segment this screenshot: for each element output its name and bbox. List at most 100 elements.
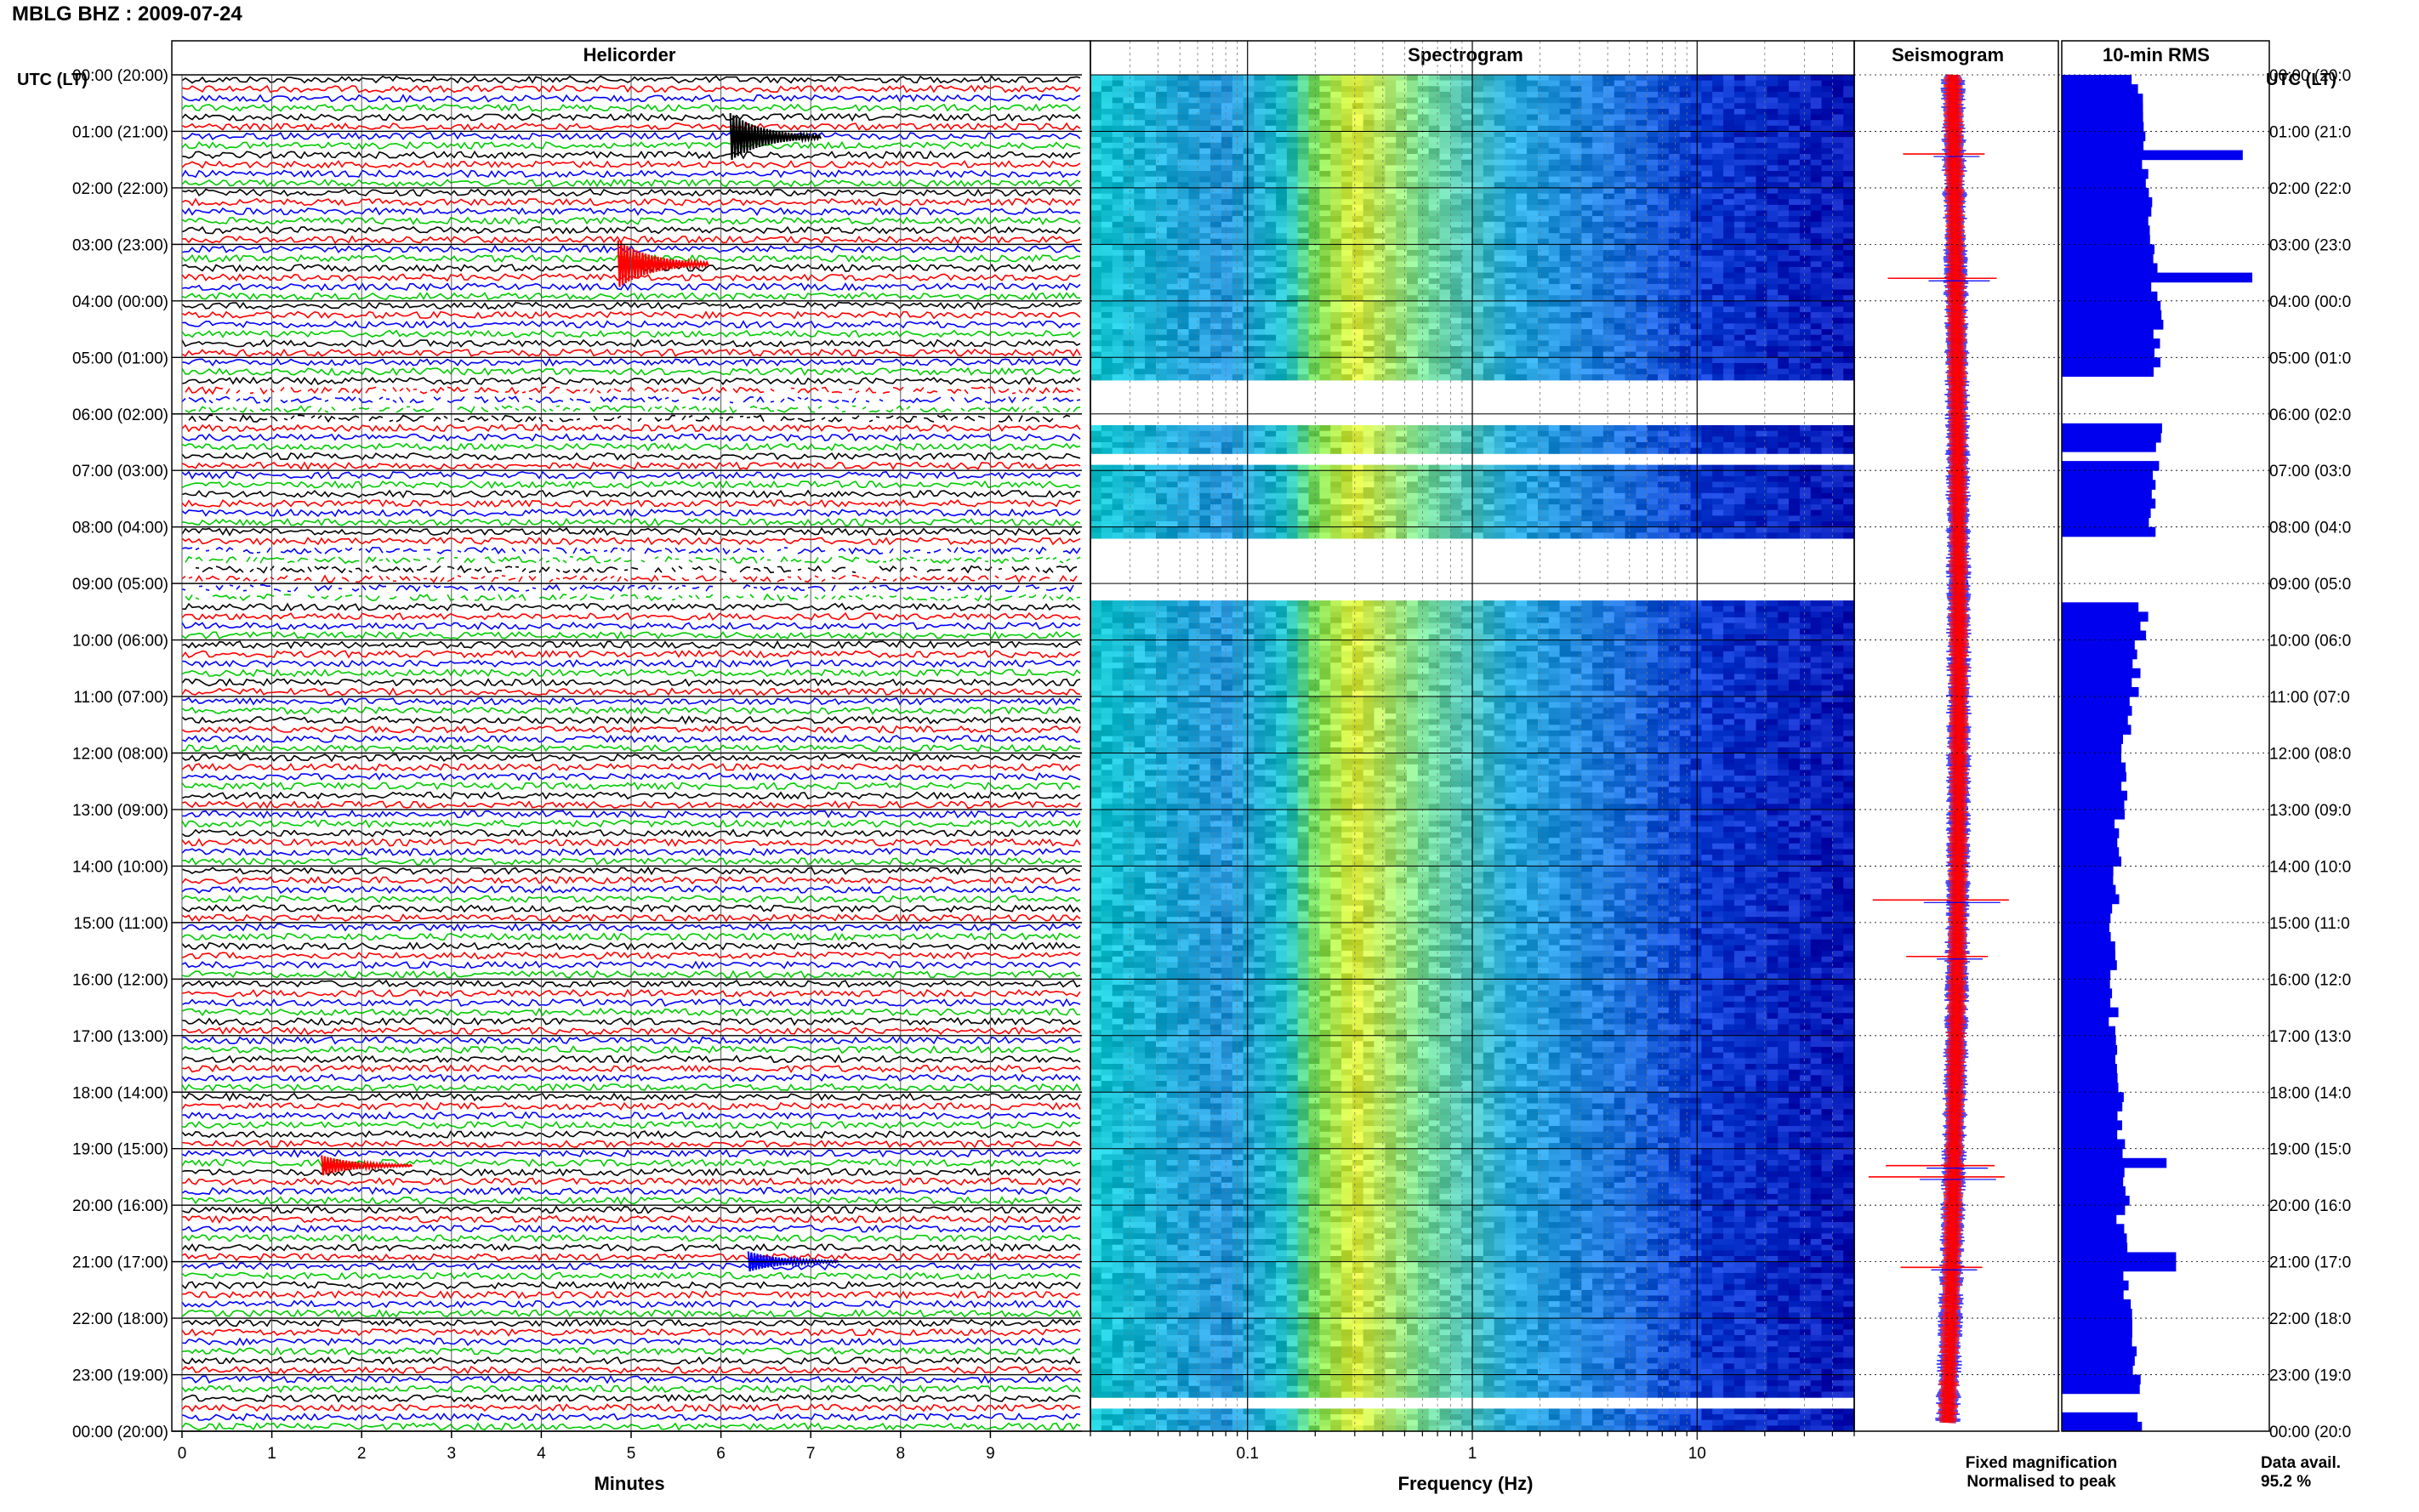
spectrogram-cell: [1811, 318, 1822, 324]
spectrogram-cell: [1516, 227, 1527, 233]
spectrogram-cell: [1734, 115, 1745, 121]
spectrogram-cell: [1778, 470, 1789, 476]
spectrogram-cell: [1210, 199, 1221, 205]
spectrogram-cell: [1483, 323, 1494, 329]
spectrogram-cell: [1680, 103, 1691, 109]
spectrogram-cell: [1549, 436, 1560, 442]
spectrogram-cell: [1832, 267, 1843, 273]
spectrogram-cell: [1625, 120, 1636, 126]
spectrogram-cell: [1734, 199, 1745, 205]
spectrogram-cell: [1440, 431, 1451, 437]
spectrogram-cell: [1210, 143, 1221, 149]
spectrogram-cell: [1156, 171, 1167, 177]
spectrogram-cell: [1232, 323, 1244, 329]
spectrogram-cell: [1189, 318, 1200, 324]
spectrogram-cell: [1647, 301, 1658, 307]
spectrogram-cell: [1210, 335, 1221, 341]
spectrogram-cell: [1145, 273, 1156, 279]
spectrogram-cell: [1494, 239, 1505, 245]
spectrogram-cell: [1723, 301, 1734, 307]
spectrogram-cell: [1461, 273, 1472, 279]
spectrogram-cell: [1244, 81, 1255, 87]
spectrogram-cell: [1276, 256, 1287, 262]
spectrogram-cell: [1189, 261, 1200, 267]
spectrogram-cell: [1756, 171, 1767, 177]
spectrogram-cell: [1538, 126, 1549, 132]
spectrogram-cell: [1789, 109, 1800, 115]
spectrogram-cell: [1843, 301, 1854, 307]
spectrogram-cell: [1581, 205, 1592, 211]
spectrogram-cell: [1265, 352, 1276, 358]
spectrogram-cell: [1145, 318, 1156, 324]
spectrogram-cell: [1090, 329, 1101, 335]
spectrogram-cell: [1113, 194, 1124, 200]
spectrogram-cell: [1309, 476, 1320, 482]
spectrogram-cell: [1090, 115, 1101, 121]
spectrogram-cell: [1800, 425, 1811, 431]
spectrogram-cell: [1767, 504, 1778, 510]
spectrogram-cell: [1385, 307, 1396, 313]
spectrogram-cell: [1483, 329, 1494, 335]
spectrogram-cell: [1614, 132, 1625, 138]
spectrogram-cell: [1647, 154, 1658, 160]
spectrogram-cell: [1778, 81, 1789, 87]
spectrogram-cell: [1811, 498, 1822, 504]
spectrogram-cell: [1669, 363, 1680, 369]
spectrogram-cell: [1549, 482, 1560, 488]
spectrogram-cell: [1244, 498, 1255, 504]
spectrogram-cell: [1210, 510, 1221, 516]
spectrogram-cell: [1101, 256, 1113, 262]
spectrogram-cell: [1712, 487, 1723, 493]
spectrogram-cell: [1723, 250, 1734, 256]
spectrogram-cell: [1625, 352, 1636, 358]
spectrogram-cell: [1265, 470, 1276, 476]
spectrogram-cell: [1734, 498, 1745, 504]
spectrogram-cell: [1505, 132, 1517, 138]
spectrogram-cell: [1134, 295, 1145, 301]
spectrogram-cell: [1385, 148, 1396, 154]
spectrogram-cell: [1723, 267, 1734, 273]
spectrogram-cell: [1156, 369, 1167, 375]
spectrogram-cell: [1352, 290, 1363, 296]
spectrogram-cell: [1178, 211, 1189, 217]
spectrogram-cell: [1472, 261, 1483, 267]
spectrogram-cell: [1483, 273, 1494, 279]
spectrogram-cell: [1560, 431, 1571, 437]
spectrogram-cell: [1516, 171, 1527, 177]
spectrogram-cell: [1494, 171, 1505, 177]
spectrogram-cell: [1178, 137, 1189, 143]
spectrogram-cell: [1472, 476, 1483, 482]
spectrogram-cell: [1712, 510, 1723, 516]
spectrogram-cell: [1341, 132, 1352, 138]
spectrogram-cell: [1494, 510, 1505, 516]
spectrogram-cell: [1156, 335, 1167, 341]
spectrogram-cell: [1244, 199, 1255, 205]
spectrogram-cell: [1189, 75, 1200, 81]
spectrogram-cell: [1407, 98, 1418, 104]
spectrogram-cell: [1712, 244, 1723, 250]
spectrogram-cell: [1592, 267, 1603, 273]
spectrogram-cell: [1494, 137, 1505, 143]
spectrogram-cell: [1505, 267, 1517, 273]
spectrogram-cell: [1199, 346, 1210, 352]
spectrogram-cell: [1636, 369, 1647, 375]
spectrogram-cell: [1581, 109, 1592, 115]
spectrogram-cell: [1461, 295, 1472, 301]
spectrogram-cell: [1178, 199, 1189, 205]
spectrogram-cell: [1483, 442, 1494, 448]
spectrogram-cell: [1723, 436, 1734, 442]
spectrogram-cell: [1560, 211, 1571, 217]
spectrogram-cell: [1778, 482, 1789, 488]
spectrogram-cell: [1494, 205, 1505, 211]
spectrogram-cell: [1330, 267, 1341, 273]
spectrogram-cell: [1800, 165, 1811, 171]
spectrogram-cell: [1221, 92, 1232, 98]
spectrogram-cell: [1276, 148, 1287, 154]
spectrogram-cell: [1505, 211, 1517, 217]
spectrogram-cell: [1385, 199, 1396, 205]
spectrogram-cell: [1298, 515, 1309, 521]
spectrogram-cell: [1167, 137, 1178, 143]
spectrogram-cell: [1276, 340, 1287, 346]
spectrogram-cell: [1723, 369, 1734, 375]
spectrogram-cell: [1571, 278, 1582, 284]
